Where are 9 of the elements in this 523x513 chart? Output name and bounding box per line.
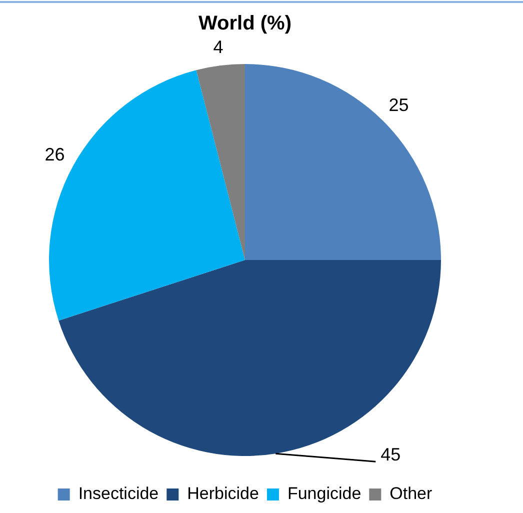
data-label: 4 (213, 37, 224, 58)
legend-label: Insecticide (78, 484, 159, 504)
legend-label: Herbicide (187, 484, 259, 504)
data-label: 25 (388, 95, 409, 116)
legend-label: Fungicide (287, 484, 362, 504)
legend-label: Other (390, 484, 433, 504)
chart-title: World (%) (198, 12, 292, 35)
data-label: 45 (380, 444, 401, 465)
data-label: 26 (44, 144, 65, 164)
